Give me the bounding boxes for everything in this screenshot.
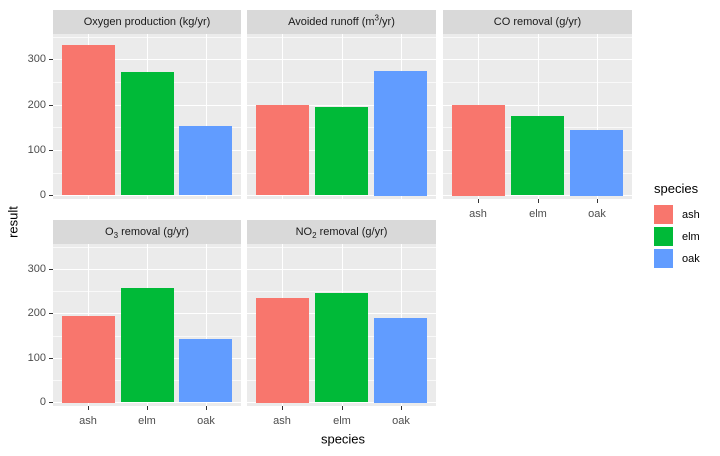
x-axis-tick-label: ash [469, 208, 487, 220]
x-axis-tick-label: elm [333, 415, 351, 427]
legend-title: species [654, 181, 699, 196]
gridline-minor [247, 247, 436, 248]
facet-panel [53, 244, 241, 406]
bar-ash [62, 45, 115, 195]
x-axis-tick-label: oak [588, 208, 606, 220]
bar-oak [374, 71, 427, 196]
gridline-major [247, 195, 436, 196]
gridline-major [247, 269, 436, 270]
legend-swatch-elm [654, 227, 673, 246]
x-axis-tick-mark [478, 199, 479, 203]
x-axis-tick-label: oak [392, 415, 410, 427]
x-axis-tick-mark [88, 406, 89, 410]
gridline-minor [247, 291, 436, 292]
facet-panel [443, 34, 632, 199]
x-axis-tick-label: elm [138, 415, 156, 427]
x-axis-tick-mark [597, 199, 598, 203]
y-axis-tick-label: 100 [27, 352, 46, 364]
gridline-major [443, 59, 632, 60]
gridline-vertical [206, 34, 207, 199]
x-axis-tick-mark [401, 406, 402, 410]
y-axis-tick-mark [49, 59, 53, 60]
x-axis-tick-label: elm [529, 208, 547, 220]
facet-strip: Avoided runoff (m3/yr) [247, 10, 436, 34]
bar-ash [256, 298, 309, 403]
x-axis-tick-label: ash [79, 415, 97, 427]
y-axis-title: result [5, 206, 21, 238]
facet-strip-label: Oxygen production (kg/yr) [83, 16, 211, 28]
legend-label-oak: oak [682, 252, 700, 265]
gridline-major [247, 105, 436, 106]
bar-ash [256, 105, 309, 195]
gridline-vertical [206, 244, 207, 406]
facet-strip-label: O3 removal (g/yr) [105, 226, 189, 241]
legend-item-oak: oak [654, 249, 700, 268]
bar-oak [570, 130, 623, 196]
facet-strip: Oxygen production (kg/yr) [53, 10, 241, 34]
facet-panel [247, 244, 436, 406]
y-axis-tick-label: 0 [39, 396, 46, 408]
bar-ash [62, 316, 115, 403]
legend-swatch-ash [654, 205, 673, 224]
y-axis-tick-label: 200 [27, 99, 46, 111]
gridline-minor [247, 82, 436, 83]
x-axis-tick-label: ash [273, 415, 291, 427]
legend-swatch-oak [654, 249, 673, 268]
facet-panel [53, 34, 241, 199]
gridline-minor [247, 37, 436, 38]
gridline-major [247, 402, 436, 403]
y-axis-tick-label: 100 [27, 144, 46, 156]
facet-strip: NO2 removal (g/yr) [247, 220, 436, 244]
facet-strip: CO removal (g/yr) [443, 10, 632, 34]
gridline-vertical [597, 34, 598, 199]
x-axis-tick-mark [282, 406, 283, 410]
y-axis-tick-mark [49, 313, 53, 314]
bar-ash [452, 105, 505, 196]
x-axis-tick-label: oak [197, 415, 215, 427]
x-axis-tick-mark [147, 406, 148, 410]
facet-panel [247, 34, 436, 199]
bar-elm [121, 72, 174, 195]
y-axis-tick-mark [49, 105, 53, 106]
y-axis-tick-mark [49, 358, 53, 359]
x-axis-tick-mark [538, 199, 539, 203]
bar-elm [315, 107, 368, 195]
bar-elm [315, 293, 368, 402]
gridline-minor [443, 37, 632, 38]
legend-item-elm: elm [654, 227, 700, 246]
legend-item-ash: ash [654, 205, 700, 224]
x-axis-title: species [320, 431, 366, 447]
facet-strip-label: NO2 removal (g/yr) [295, 226, 388, 241]
y-axis-tick-label: 200 [27, 307, 46, 319]
y-axis-tick-mark [49, 402, 53, 403]
bar-elm [121, 288, 174, 402]
y-axis-tick-mark [49, 150, 53, 151]
y-axis-tick-mark [49, 269, 53, 270]
y-axis-tick-mark [49, 195, 53, 196]
facet-strip-label: Avoided runoff (m3/yr) [288, 13, 395, 28]
facet-strip: O3 removal (g/yr) [53, 220, 241, 244]
legend: species ash elm oak [654, 181, 700, 271]
x-axis-tick-mark [206, 406, 207, 410]
facet-strip-label: CO removal (g/yr) [493, 16, 582, 28]
y-axis-tick-label: 300 [27, 263, 46, 275]
legend-label-elm: elm [682, 230, 700, 243]
x-axis-tick-mark [342, 406, 343, 410]
bar-elm [511, 116, 564, 195]
y-axis-tick-label: 300 [27, 53, 46, 65]
gridline-major [247, 59, 436, 60]
gridline-major [443, 195, 632, 196]
bar-oak [179, 339, 232, 402]
bar-oak [179, 126, 232, 195]
gridline-major [443, 105, 632, 106]
bar-oak [374, 318, 427, 403]
gridline-minor [443, 82, 632, 83]
y-axis-tick-label: 0 [39, 189, 46, 201]
legend-label-ash: ash [682, 208, 700, 221]
